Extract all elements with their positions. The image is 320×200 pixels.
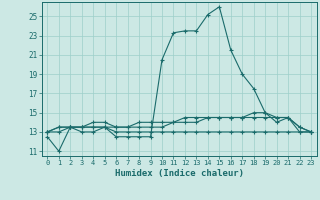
X-axis label: Humidex (Indice chaleur): Humidex (Indice chaleur) xyxy=(115,169,244,178)
